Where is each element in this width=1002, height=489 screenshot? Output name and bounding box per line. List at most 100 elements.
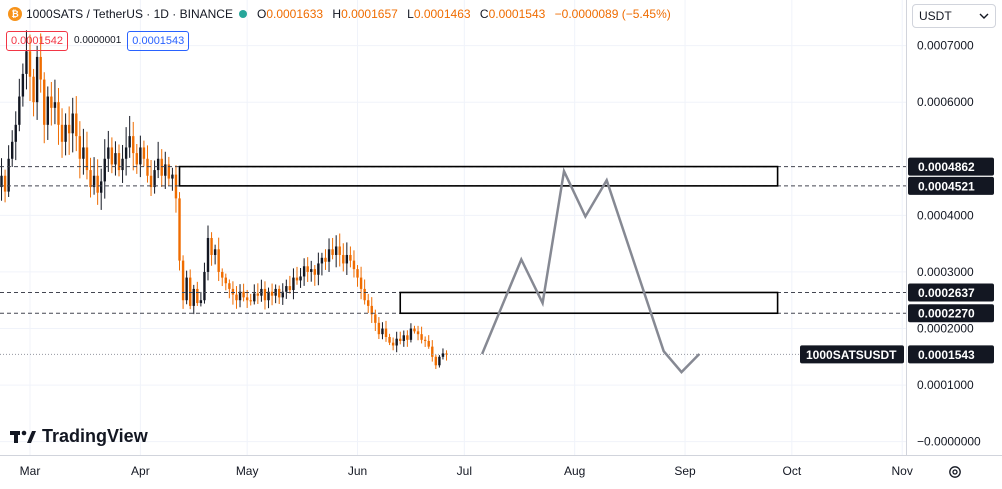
candle-body (82, 147, 85, 159)
candle-body (324, 257, 327, 262)
time-tick-label: Oct (783, 464, 802, 478)
price-tick-label: 0.0007000 (917, 39, 974, 53)
sell-button[interactable]: 0.0001542 (6, 31, 68, 51)
symbol-name-label: 1000SATSUSDT (806, 348, 897, 362)
candle-body (0, 175, 3, 188)
candle-body (359, 277, 363, 289)
tradingview-logo-text: TradingView (42, 426, 148, 446)
candle-body (388, 337, 391, 343)
buy-button[interactable]: 0.0001543 (127, 31, 190, 51)
time-tick-label: May (236, 464, 259, 478)
candle-body (423, 339, 427, 341)
candle-body (285, 286, 288, 292)
candle-body (270, 291, 274, 296)
level-price-badge (908, 176, 994, 195)
candle-body (206, 237, 210, 272)
price-tick-label: 0.0002000 (917, 322, 974, 336)
candle-body (431, 346, 434, 357)
candle-body (57, 102, 60, 125)
candle-body (174, 174, 178, 199)
candle-body (14, 124, 17, 142)
zone-rectangle[interactable] (178, 165, 779, 187)
bitcoin-icon: ₿ (8, 7, 22, 21)
currency-value: USDT (919, 9, 952, 23)
candle-body (402, 335, 405, 341)
candle-body (370, 305, 373, 315)
candle-body (92, 175, 96, 188)
candle-body (25, 51, 28, 74)
candle-body (217, 249, 220, 272)
tradingview-mark-icon (10, 430, 36, 443)
projection-path[interactable] (480, 167, 701, 374)
candle-body (89, 170, 92, 188)
candle-body (185, 277, 188, 301)
candle-body (32, 76, 35, 103)
candle-body (381, 328, 384, 335)
candle-body (142, 147, 146, 159)
candle-body (46, 96, 49, 125)
candle-body (189, 277, 192, 306)
time-tick-label: Jun (348, 464, 367, 478)
candle-body (149, 175, 153, 188)
candle-body (100, 181, 103, 193)
price-tick-label: 0.0004000 (917, 208, 974, 222)
candle-body (78, 136, 82, 159)
candle-body (146, 158, 149, 176)
candle-body (288, 286, 292, 291)
candle-body (124, 147, 128, 159)
candle-body (384, 328, 388, 338)
candle-body (39, 56, 42, 80)
level-price-label: 0.0002637 (918, 286, 975, 300)
candle-body (107, 147, 110, 159)
time-tick-label: Sep (674, 464, 696, 478)
candle-body (292, 277, 295, 291)
tradingview-logo[interactable]: TradingView (10, 426, 148, 447)
candle-body (196, 288, 199, 304)
high-value: 0.0001657 (341, 7, 398, 21)
candle-body (167, 164, 171, 179)
low-value: 0.0001463 (413, 7, 471, 21)
trade-buttons: 0.0001542 0.0000001 0.0001543 (6, 31, 190, 51)
price-tick-label: 0.0006000 (917, 95, 974, 109)
currency-select[interactable]: USDT (912, 4, 996, 28)
candle-body (181, 260, 185, 301)
ohlc-values: O0.0001633 H0.0001657 L0.0001463 C0.0001… (256, 7, 671, 21)
legend-header: ₿ 1000SATS / TetherUS · 1D · BINANCE O0.… (8, 5, 671, 23)
zone-rectangle[interactable] (399, 291, 779, 315)
candle-body (153, 170, 156, 188)
level-price-badge (908, 157, 994, 176)
candle-body (406, 335, 409, 340)
candle-body (267, 291, 270, 301)
candle-body (71, 113, 74, 134)
symbol-title[interactable]: 1000SATS / TetherUS · 1D · BINANCE (26, 7, 233, 21)
candle-body (28, 51, 32, 77)
candle-body (263, 288, 267, 301)
price-tick-label: 0.0001000 (917, 378, 974, 392)
candle-body (310, 269, 313, 272)
time-tick-label: Aug (564, 464, 585, 478)
candle-body (391, 342, 395, 346)
candle-body (338, 246, 341, 255)
candle-body (374, 314, 377, 323)
candle-body (295, 277, 299, 281)
open-value: 0.0001633 (266, 7, 324, 21)
candle-body (96, 175, 99, 193)
candle-body (132, 136, 135, 154)
level-price-label: 0.0002270 (918, 307, 975, 321)
candle-body (302, 266, 306, 277)
candle-body (64, 124, 67, 142)
close-value: 0.0001543 (488, 7, 546, 21)
candle-body (164, 164, 167, 176)
chart-settings-button[interactable] (944, 461, 966, 483)
change-value: −0.0000089 (−5.45%) (554, 7, 671, 21)
candle-body (342, 254, 345, 264)
candle-body (409, 328, 413, 340)
candle-body (256, 293, 260, 296)
level-price-label: 0.0004521 (918, 179, 975, 193)
candle-body (199, 300, 203, 304)
candle-body (117, 153, 121, 171)
candle-body (231, 288, 235, 295)
candle-body (43, 79, 46, 125)
last-price-label: 0.0001543 (918, 348, 975, 362)
